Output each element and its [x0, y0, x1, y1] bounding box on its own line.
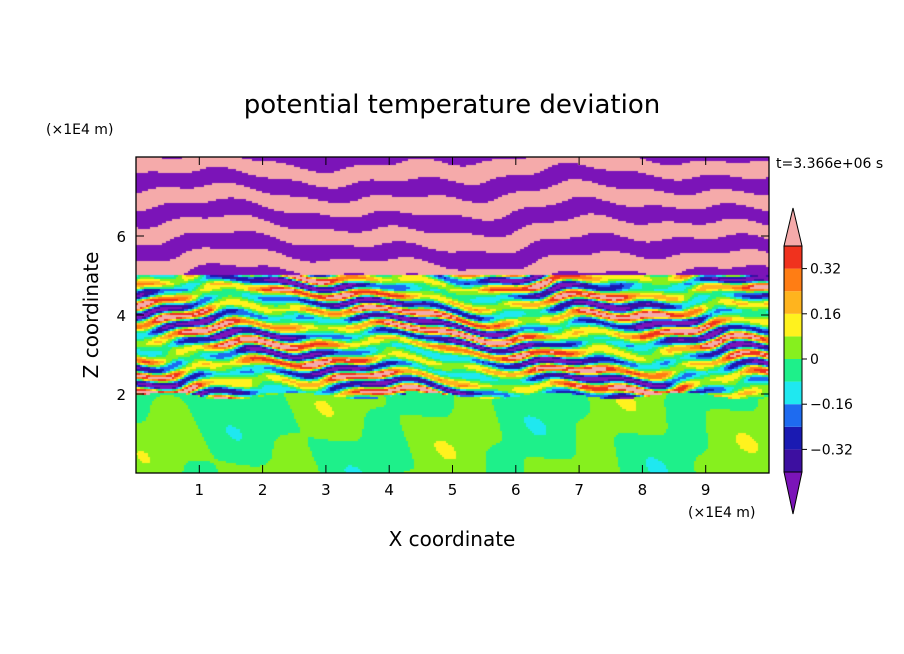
y-tick-label: 4	[116, 307, 126, 325]
x-axis-title: X coordinate	[389, 527, 516, 551]
y-tick-label: 6	[116, 228, 126, 246]
x-tick-label: 3	[321, 481, 331, 499]
colorbar-tick-label: 0	[810, 352, 819, 368]
colorbar-swatch	[784, 268, 802, 292]
colorbar-swatch	[784, 291, 802, 314]
contour-image	[136, 157, 769, 473]
x-tick-label: 8	[638, 481, 648, 499]
colorbar-swatch	[784, 449, 802, 472]
x-tick-label: 6	[511, 481, 521, 499]
y-tick-label: 2	[116, 386, 126, 404]
chart-title: potential temperature deviation	[244, 90, 660, 120]
colorbar-swatch	[784, 313, 802, 337]
y-axis-title: Z coordinate	[79, 252, 103, 379]
colorbar-tick-label: 0.32	[810, 262, 841, 278]
time-label: t=3.366e+06 s	[776, 156, 883, 172]
x-tick-label: 5	[448, 481, 458, 499]
x-axis: 1 2 3 4 5 6 7 8 9	[195, 157, 711, 499]
colorbar-under-triangle	[783, 471, 803, 515]
colorbar-tick-label: −0.32	[810, 442, 853, 458]
colorbar-swatch	[784, 381, 802, 405]
x-tick-label: 2	[258, 481, 268, 499]
x-tick-label: 9	[701, 481, 711, 499]
colorbar-swatch	[784, 404, 802, 427]
colorbar-tick-label: −0.16	[810, 397, 853, 413]
colorbar-over-triangle	[783, 207, 803, 247]
colorbar-tick-label: 0.16	[810, 307, 841, 323]
colorbar-swatch	[784, 426, 802, 450]
colorbar-swatch	[784, 246, 802, 269]
y-unit-label: (×1E4 m)	[46, 122, 113, 138]
x-tick-label: 7	[574, 481, 584, 499]
x-unit-label: (×1E4 m)	[688, 505, 755, 521]
x-tick-label: 1	[195, 481, 205, 499]
contour-field	[136, 157, 769, 473]
x-tick-label: 4	[384, 481, 394, 499]
y-axis: 2 4 6	[116, 228, 769, 404]
colorbar-swatch	[784, 336, 802, 359]
colorbar: 0.32 0.16 0 −0.16 −0.32	[783, 207, 853, 515]
colorbar-swatch	[784, 359, 802, 382]
